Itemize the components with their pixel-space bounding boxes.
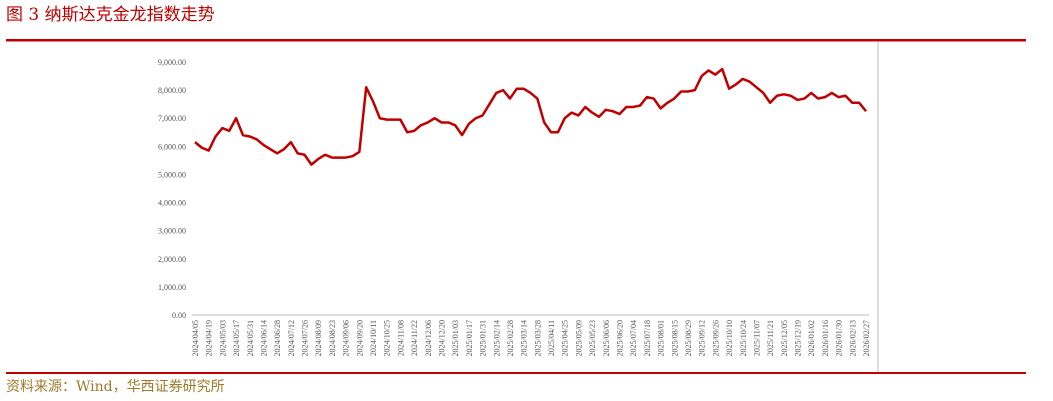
- x-tick-label: 2025/03/28: [533, 320, 542, 356]
- x-tick-label: 2025/04/11: [547, 320, 556, 356]
- x-tick-label: 2026/01/30: [835, 320, 844, 356]
- y-tick-label: 8,000.00: [158, 86, 186, 95]
- x-tick-label: 2026/02/13: [848, 320, 857, 356]
- x-tick-label: 2026/01/16: [821, 320, 830, 356]
- x-tick-label: 2025/09/12: [698, 320, 707, 356]
- x-tick-label: 2025/07/18: [643, 320, 652, 356]
- index-line: [194, 67, 867, 166]
- x-tick-label: 2024/12/06: [424, 320, 433, 356]
- x-tick-label: 2024/05/17: [232, 320, 241, 356]
- x-tick-label: 2025/01/31: [479, 320, 488, 356]
- x-tick-label: 2025/08/29: [684, 320, 693, 356]
- x-tick-label: 2025/10/24: [739, 320, 748, 356]
- x-tick-label: 2024/07/12: [287, 320, 296, 356]
- x-tick-label: 2025/03/14: [520, 320, 529, 356]
- x-tick-label: 2025/11/07: [752, 320, 761, 356]
- x-tick-label: 2025/07/04: [629, 320, 638, 356]
- x-tick-label: 2025/08/15: [670, 320, 679, 356]
- x-tick-label: 2024/06/14: [259, 320, 268, 356]
- y-tick-label: 7,000.00: [158, 114, 186, 123]
- x-tick-label: 2024/04/19: [205, 320, 214, 356]
- x-tick-label: 2025/05/23: [588, 320, 597, 356]
- x-tick-label: 2025/02/28: [506, 320, 515, 356]
- x-tick-label: 2024/08/23: [328, 320, 337, 356]
- source: 资料来源：Wind，华西证券研究所: [6, 379, 225, 395]
- y-tick-label: 5,000.00: [158, 170, 186, 179]
- y-tick-label: 6,000.00: [158, 142, 186, 151]
- bottom-rule: [6, 372, 1026, 374]
- x-tick-label: 2024/09/20: [355, 320, 364, 356]
- x-tick-label: 2024/10/11: [369, 320, 378, 356]
- x-tick-label: 2026/02/27: [862, 320, 871, 356]
- x-tick-label: 2026/01/02: [807, 320, 816, 356]
- x-tick-label: 2025/10/10: [725, 320, 734, 356]
- x-tick-label: 2025/05/09: [574, 320, 583, 356]
- plot: 0.00 1,000.00 2,000.00 3,000.00 4,000.00 5,00…: [158, 58, 871, 356]
- x-tick-label: 2025/06/20: [616, 320, 625, 356]
- x-tick-label: 2025/02/14: [492, 320, 501, 356]
- x-tick-label: 2025/08/01: [657, 320, 666, 356]
- x-tick-label: 2025/12/05: [780, 320, 789, 356]
- x-tick-label: 2024/04/05: [191, 320, 200, 356]
- x-tick-label: 2024/10/25: [383, 320, 392, 356]
- x-tick-label: 2025/04/25: [561, 320, 570, 356]
- x-tick-label: 2024/09/06: [342, 320, 351, 356]
- x-tick-label: 2024/05/31: [246, 320, 255, 356]
- x-tick-label: 2024/08/09: [314, 320, 323, 356]
- x-tick-label: 2025/01/17: [465, 320, 474, 356]
- y-tick-label: 3,000.00: [158, 227, 186, 236]
- top-rule: [6, 39, 1026, 42]
- x-tick-label: 2025/09/26: [711, 320, 720, 356]
- x-tick-label: 2024/11/22: [410, 320, 419, 356]
- caption: 图 3 纳斯达克金龙指数走势: [6, 5, 215, 25]
- x-tick-label: 2025/11/21: [766, 320, 775, 356]
- x-tick-label: 2024/12/20: [437, 320, 446, 356]
- x-tick-label: 2024/05/03: [218, 320, 227, 356]
- y-tick-label: 4,000.00: [158, 199, 186, 208]
- y-tick-label: 2,000.00: [158, 255, 186, 264]
- y-tick-label: 9,000.00: [158, 58, 186, 67]
- y-tick-label: 0.00: [172, 311, 186, 320]
- x-tick-label: 2024/11/08: [396, 320, 405, 356]
- y-tick-label: 1,000.00: [158, 283, 186, 292]
- x-tick-label: 2025/06/06: [602, 320, 611, 356]
- x-tick-label: 2024/07/26: [301, 320, 310, 356]
- x-tick-label: 2025/12/19: [794, 320, 803, 356]
- x-tick-label: 2024/06/28: [273, 320, 282, 356]
- x-tick-label: 2025/01/03: [451, 320, 460, 356]
